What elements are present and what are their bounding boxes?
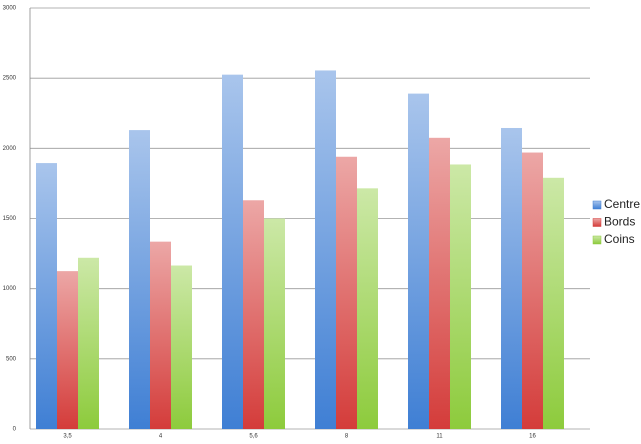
- legend-swatch: [592, 218, 602, 227]
- legend-swatch: [592, 235, 602, 245]
- bar: [522, 152, 543, 429]
- x-tick-label: 8: [345, 434, 349, 440]
- bar: [543, 177, 564, 429]
- bar: [222, 74, 243, 430]
- y-tick-label: 3000: [3, 6, 17, 12]
- bar: [36, 163, 57, 429]
- bar: [315, 70, 336, 429]
- bar: [78, 257, 99, 429]
- y-tick-label: 2000: [3, 146, 17, 152]
- x-tick-label: 5,6: [249, 434, 258, 440]
- legend-label: Bords: [604, 215, 635, 229]
- x-tick-label: 4: [159, 434, 163, 440]
- x-tick-label: 16: [529, 434, 536, 440]
- bar: [501, 127, 522, 430]
- bar: [129, 130, 150, 429]
- legend-label: Coins: [604, 232, 635, 246]
- bar: [408, 93, 429, 429]
- bar: [336, 156, 357, 429]
- x-tick-label: 11: [436, 434, 443, 440]
- y-tick-label: 2500: [3, 76, 17, 82]
- x-tick-label: 3,5: [63, 434, 72, 440]
- bar: [450, 164, 471, 429]
- legend-label: Centre: [604, 197, 640, 211]
- bar: [57, 271, 78, 429]
- legend-swatch: [592, 200, 602, 210]
- bar: [429, 137, 450, 429]
- y-tick-label: 1000: [3, 286, 17, 292]
- bar: [150, 241, 171, 429]
- y-tick-label: 0: [13, 427, 17, 433]
- y-tick-label: 1500: [3, 216, 17, 222]
- bar: [264, 218, 285, 429]
- bar: [171, 265, 192, 429]
- bar: [243, 200, 264, 429]
- y-tick-label: 500: [6, 356, 17, 362]
- bar: [357, 188, 378, 429]
